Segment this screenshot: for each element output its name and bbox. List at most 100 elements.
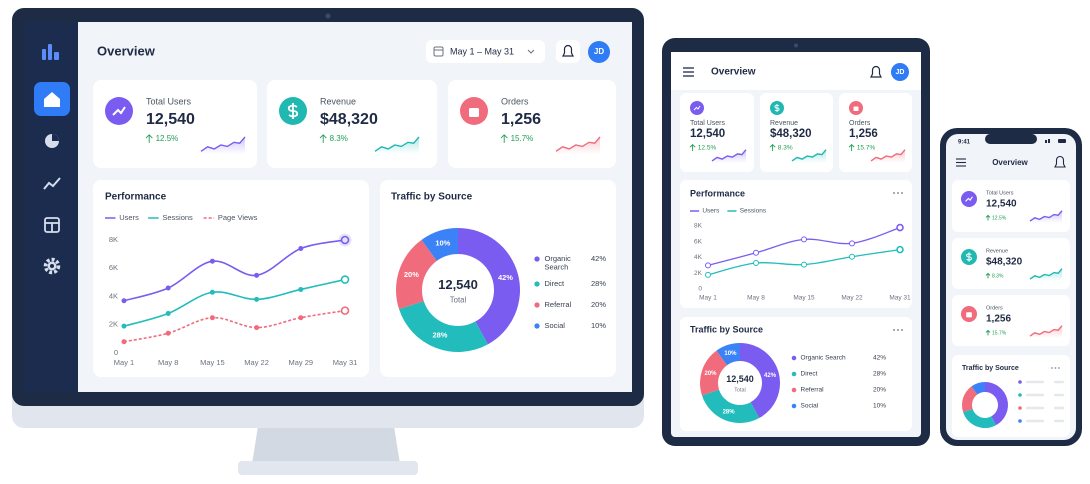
data-point <box>121 339 127 345</box>
card-title: Traffic by Source <box>391 192 473 203</box>
stat-label: Total Users <box>986 190 1014 196</box>
data-point <box>849 253 855 260</box>
series-line <box>123 278 346 327</box>
donut-total: 12,540 <box>438 277 478 292</box>
legend-value: 10% <box>591 321 606 330</box>
icon-glyph <box>693 105 701 111</box>
sparkline-area <box>871 149 905 163</box>
more-button[interactable] <box>1051 367 1060 369</box>
stat-change: 12.5% <box>156 134 179 143</box>
legend-value: 20% <box>591 300 606 309</box>
menu-button[interactable] <box>683 67 694 77</box>
bell-icon <box>562 44 574 57</box>
avatar[interactable] <box>891 63 909 81</box>
donut-total-label: Total <box>450 295 467 304</box>
page-title: Overview <box>97 43 156 58</box>
card-title: Traffic by Source <box>690 324 763 334</box>
nav-reports[interactable] <box>45 134 59 148</box>
notifications[interactable] <box>556 40 580 63</box>
menu-button[interactable] <box>956 158 966 167</box>
data-point <box>165 285 171 291</box>
donut-segment <box>458 228 521 345</box>
legend-dot <box>791 371 797 377</box>
stat-change: 15.7% <box>992 330 1007 336</box>
legend-dot <box>791 403 797 409</box>
data-point <box>121 323 127 329</box>
donut-segment <box>395 239 437 310</box>
data-point <box>896 245 904 254</box>
legend-dot <box>534 281 540 287</box>
more-button[interactable] <box>893 329 903 331</box>
legend-dot <box>1018 419 1022 423</box>
change-arrow <box>985 214 991 221</box>
data-point <box>165 310 171 316</box>
x-tick-label: May 8 <box>158 358 178 367</box>
donut-segment <box>716 343 740 366</box>
avatar[interactable] <box>588 41 610 63</box>
legend-label: Referral <box>545 300 572 309</box>
y-tick-label: 6K <box>109 263 118 272</box>
nav-tables[interactable] <box>44 217 60 233</box>
notifications[interactable] <box>1054 155 1066 168</box>
avatar-initials: JD <box>896 69 905 76</box>
phone: 9:41 Overview Traffic by Source <box>940 128 1082 446</box>
nav-analytics[interactable] <box>43 177 61 190</box>
stat-value: 12,540 <box>146 111 195 128</box>
change-arrow <box>848 143 855 152</box>
stat-label: Total Users <box>146 96 192 106</box>
y-tick-label: 8K <box>109 235 118 244</box>
legend-label: Direct <box>801 371 818 378</box>
date-picker[interactable] <box>426 40 545 63</box>
legend-label: Sessions <box>162 213 193 222</box>
legend-label: Social <box>545 321 566 330</box>
data-point <box>254 325 260 331</box>
sparkline <box>711 149 747 162</box>
legend-value: 10% <box>873 403 886 410</box>
chevron <box>527 49 535 54</box>
donut-segment <box>700 350 728 396</box>
donut-segment <box>962 386 978 413</box>
sparkline-area <box>1030 210 1062 223</box>
legend-value: 28% <box>591 279 606 288</box>
legend-placeholder <box>1054 419 1064 423</box>
x-tick-label: May 22 <box>244 358 269 367</box>
change-arrow <box>689 143 696 152</box>
y-tick-label: 0 <box>114 348 118 357</box>
x-tick-label: May 31 <box>333 358 358 367</box>
legend-dot <box>791 387 797 393</box>
donut-segment <box>701 389 760 423</box>
segment-label: 10% <box>435 238 450 247</box>
legend-placeholder <box>1026 393 1044 397</box>
highlight-halo <box>338 233 352 247</box>
data-point <box>298 286 304 292</box>
legend-dot <box>1018 406 1022 410</box>
legend-label: Users <box>119 213 139 222</box>
data-point <box>298 245 304 251</box>
stat-change: 12.5% <box>698 145 717 152</box>
stat-change: 8.3% <box>992 273 1004 279</box>
nav-settings[interactable] <box>43 257 61 275</box>
card-title: Performance <box>690 188 745 198</box>
performance-card <box>93 180 369 377</box>
stat-label: Orders <box>849 120 871 127</box>
tablet: Overview JD Performance Traffic by Sourc… <box>662 38 930 446</box>
notifications[interactable] <box>870 65 882 78</box>
legend-label: Page Views <box>218 213 258 222</box>
more-button[interactable] <box>893 192 903 194</box>
card-title: Performance <box>105 192 167 203</box>
segment-label: 42% <box>498 273 513 282</box>
avatar-initials: JD <box>594 47 604 56</box>
stat-label: Orders <box>986 305 1003 311</box>
home-icon <box>44 92 60 107</box>
series-line <box>123 239 346 302</box>
data-point <box>254 296 260 302</box>
stat-value: 1,256 <box>501 111 541 128</box>
data-point <box>165 330 171 336</box>
sparkline <box>1029 268 1063 280</box>
sparkline <box>1029 210 1063 222</box>
legend-dot <box>534 323 540 329</box>
page-title: Overview <box>992 158 1028 167</box>
donut-segment <box>963 409 997 429</box>
icon-glyph <box>774 104 780 112</box>
data-point <box>209 315 215 321</box>
